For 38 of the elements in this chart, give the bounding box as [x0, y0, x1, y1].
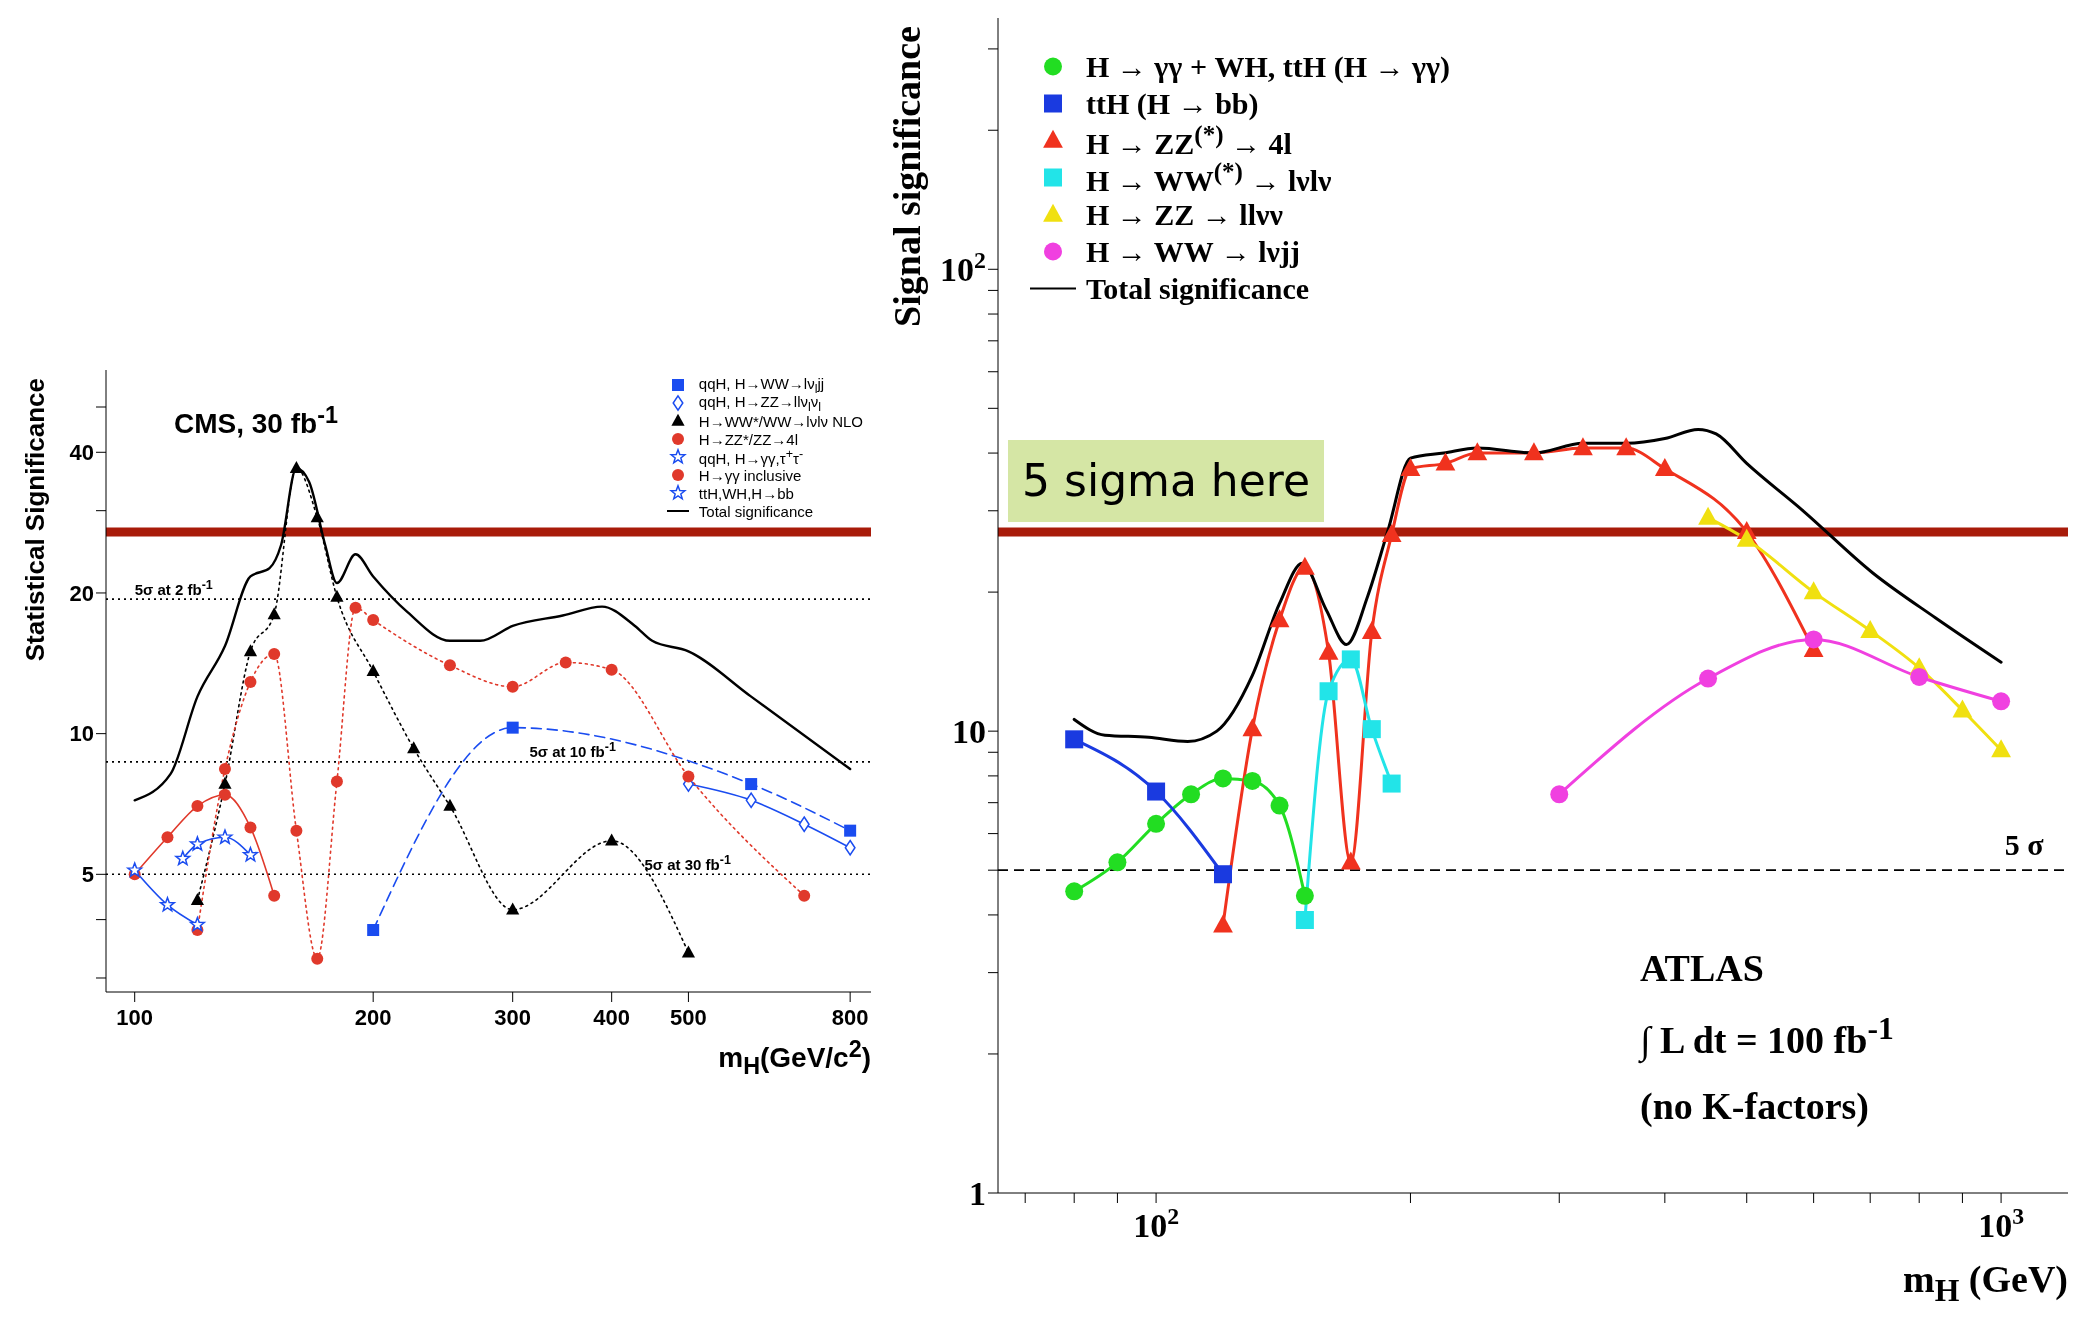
y-tick-label: 10: [952, 713, 986, 751]
text: CMS, 30 fb$^{-1}$: [174, 402, 338, 441]
x-axis-title: m$_{H}$ (GeV): [1903, 1257, 2068, 1309]
legend-label: ttH (H → bb): [1086, 86, 1259, 121]
legend-label: H→WW*/WW→lνlν NLO: [698, 412, 863, 430]
legend-label: H→γγ inclusive: [698, 466, 802, 484]
annotation: 5σ at 10 fb$^{-1}$: [529, 739, 616, 762]
y-axis-title: Signal significance: [885, 26, 929, 327]
legend-label: H → ZZ → llνν: [1086, 197, 1283, 232]
x-tick-label: 800: [831, 1004, 869, 1030]
x-tick-label: 100: [116, 1004, 154, 1030]
legend-label: ttH,WH,H→bb: [698, 484, 794, 502]
y-tick-label: 10$^{2}$: [940, 247, 986, 289]
y-tick-label: 10: [69, 721, 94, 747]
ref-line-label: 5 sigma here: [1008, 439, 1325, 522]
y-tick-label: 40: [69, 439, 94, 465]
annotation: 5σ at 30 fb$^{-1}$: [644, 851, 731, 875]
x-tick-label: 500: [670, 1004, 707, 1030]
annotation: ∫ L dt = 100 fb$^{-1}$: [1640, 1010, 1894, 1066]
x-tick-label: 200: [354, 1004, 392, 1030]
x-tick-label: 10$^{3}$: [1978, 1203, 2025, 1245]
x-axis-title: m$_{H}$(GeV/c$^{2}$): [718, 1036, 871, 1080]
annotation: 5σ at 2 fb$^{-1}$: [134, 576, 213, 600]
x-tick-label: 400: [593, 1004, 631, 1030]
annotation: 5 σ: [2004, 827, 2044, 864]
y-tick-label: 20: [69, 580, 94, 606]
y-tick-label: 1: [969, 1174, 986, 1212]
legend-label: Total significance: [698, 502, 814, 520]
y-axis-title: Statistical Significance: [20, 378, 51, 662]
y-tick-label: 5: [81, 862, 94, 888]
annotation: ATLAS: [1640, 945, 1765, 991]
legend-label: H→ZZ*/ZZ→4l: [698, 430, 799, 448]
x-tick-label: 300: [494, 1004, 532, 1030]
legend-label: H → WW → lνjj: [1086, 234, 1300, 269]
annotation: (no K-factors): [1640, 1084, 1870, 1130]
legend-label: qqH, H→γγ,τ$^{+}$τ$^{-}$: [698, 447, 804, 467]
legend-label: H → γγ + WH, ttH (H → γγ): [1086, 49, 1451, 84]
legend-label: Total significance: [1086, 271, 1310, 306]
